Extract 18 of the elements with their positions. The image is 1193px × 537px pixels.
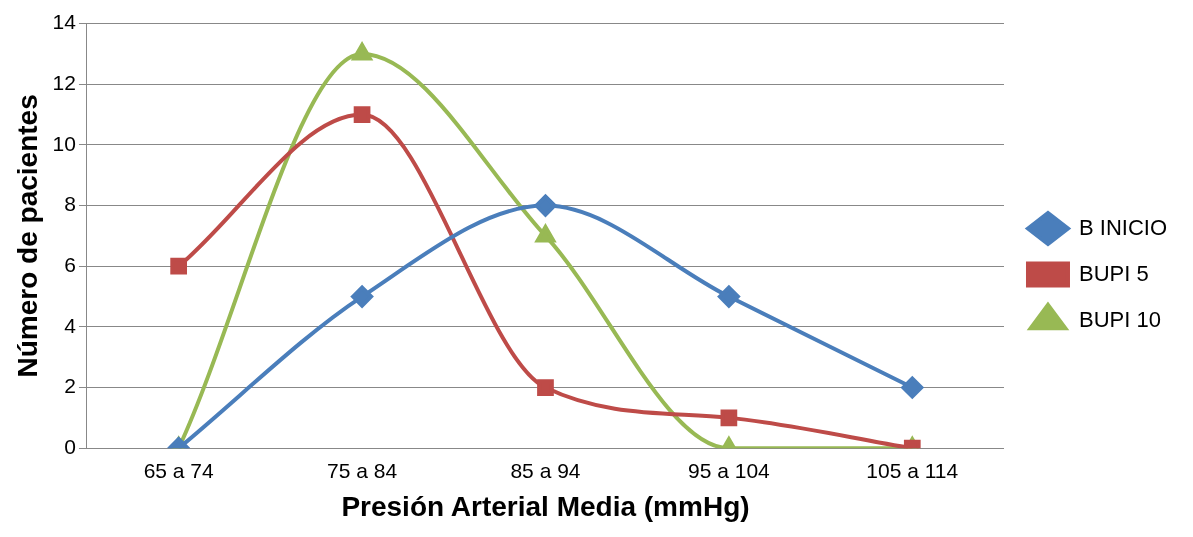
x-tick-label: 65 a 74 [143,458,215,482]
y-tick-label: 10 [52,131,76,155]
y-tick-label: 12 [52,71,76,95]
x-tick-label: 85 a 94 [510,458,581,482]
x-tick-label: 105 a 114 [866,458,959,482]
y-tick-label: 2 [64,374,76,398]
y-tick-label: 6 [64,253,76,277]
legend-label: BUPI 10 [1078,306,1161,332]
y-axis-title: Número de pacientes [11,94,43,378]
y-tick-label: 4 [64,313,77,337]
y-tick-label: 8 [64,192,76,216]
x-tick-label: 75 a 84 [327,458,398,482]
legend-label: B INICIO [1078,214,1167,240]
x-tick-label: 95 a 104 [688,458,771,482]
y-tick-label: 14 [52,10,77,34]
y-tick-label: 0 [64,435,76,458]
legend-label: BUPI 5 [1078,260,1149,286]
x-axis-title: Presión Arterial Media (mmHg) [341,490,750,522]
